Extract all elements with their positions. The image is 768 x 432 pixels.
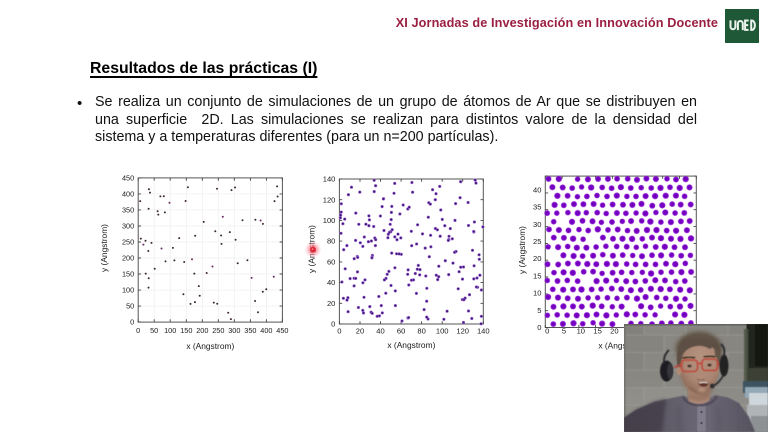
svg-text:140: 140 xyxy=(477,326,490,335)
svg-text:x (Angstrom): x (Angstrom) xyxy=(186,341,234,351)
svg-text:400: 400 xyxy=(260,326,272,335)
svg-text:5: 5 xyxy=(562,327,566,336)
svg-text:450: 450 xyxy=(276,326,288,335)
svg-text:15: 15 xyxy=(533,271,541,280)
svg-text:y (Angstrom): y (Angstrom) xyxy=(517,226,527,274)
svg-text:40: 40 xyxy=(376,326,384,335)
svg-text:300: 300 xyxy=(122,222,134,231)
svg-text:150: 150 xyxy=(180,326,192,335)
svg-text:0: 0 xyxy=(337,326,341,335)
svg-text:10: 10 xyxy=(533,289,541,298)
svg-text:200: 200 xyxy=(122,254,134,263)
svg-text:100: 100 xyxy=(164,326,176,335)
svg-text:140: 140 xyxy=(323,175,336,184)
svg-text:200: 200 xyxy=(196,326,208,335)
svg-text:250: 250 xyxy=(122,238,134,247)
svg-text:0: 0 xyxy=(136,326,140,335)
svg-text:350: 350 xyxy=(122,206,134,215)
svg-text:150: 150 xyxy=(122,270,134,279)
svg-text:80: 80 xyxy=(417,326,425,335)
svg-text:x (Angstrom): x (Angstrom) xyxy=(598,341,646,351)
svg-text:80: 80 xyxy=(327,237,335,246)
svg-text:60: 60 xyxy=(327,258,335,267)
svg-text:0: 0 xyxy=(331,320,335,329)
svg-text:60: 60 xyxy=(397,326,405,335)
svg-text:50: 50 xyxy=(150,326,158,335)
svg-text:5: 5 xyxy=(537,306,541,315)
svg-text:35: 35 xyxy=(533,203,541,212)
svg-text:0: 0 xyxy=(537,323,541,332)
svg-text:20: 20 xyxy=(356,326,364,335)
svg-text:450: 450 xyxy=(122,174,134,183)
svg-text:400: 400 xyxy=(122,190,134,199)
svg-text:40: 40 xyxy=(327,278,335,287)
svg-text:100: 100 xyxy=(323,216,336,225)
svg-text:25: 25 xyxy=(533,237,541,246)
svg-text:0: 0 xyxy=(545,327,549,336)
svg-text:30: 30 xyxy=(533,220,541,229)
svg-text:15: 15 xyxy=(593,327,601,336)
svg-text:350: 350 xyxy=(244,326,256,335)
svg-text:100: 100 xyxy=(122,286,134,295)
svg-text:120: 120 xyxy=(323,195,336,204)
svg-text:40: 40 xyxy=(533,185,541,194)
svg-text:300: 300 xyxy=(228,326,240,335)
svg-text:10: 10 xyxy=(577,327,585,336)
svg-text:20: 20 xyxy=(533,254,541,263)
svg-text:0: 0 xyxy=(130,318,134,327)
svg-text:250: 250 xyxy=(212,326,224,335)
svg-text:y (Angstrom): y (Angstrom) xyxy=(99,224,109,272)
svg-text:120: 120 xyxy=(456,326,469,335)
svg-text:x (Angstrom): x (Angstrom) xyxy=(387,340,435,350)
svg-text:20: 20 xyxy=(327,299,335,308)
svg-text:50: 50 xyxy=(126,302,134,311)
svg-text:100: 100 xyxy=(436,326,449,335)
svg-text:20: 20 xyxy=(610,327,618,336)
